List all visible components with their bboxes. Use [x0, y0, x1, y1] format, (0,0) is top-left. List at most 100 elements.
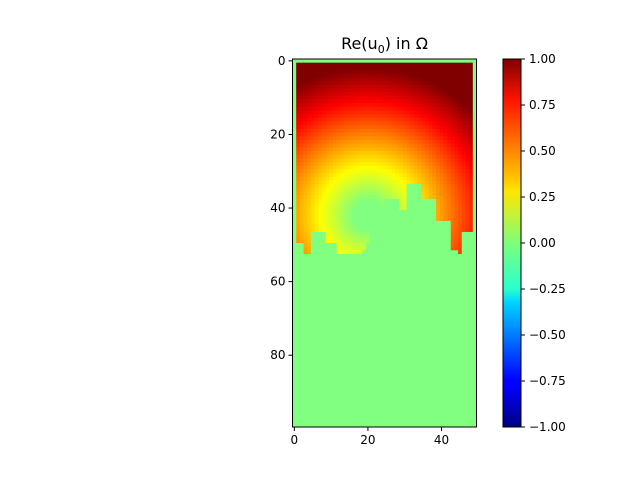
heatmap-cell: [362, 77, 367, 82]
heatmap-cell: [436, 147, 441, 152]
heatmap-cell: [318, 386, 323, 391]
heatmap-cell: [362, 198, 367, 203]
heatmap-cell: [321, 261, 327, 266]
heatmap-cell: [391, 246, 396, 251]
heatmap-cell: [299, 250, 304, 255]
heatmap-cell: [413, 283, 419, 288]
heatmap-cell: [391, 154, 396, 159]
heatmap-cell: [321, 59, 327, 64]
heatmap-cell: [424, 364, 430, 369]
heatmap-cell: [410, 213, 415, 218]
heatmap-cell: [380, 268, 385, 273]
heatmap-cell: [421, 62, 426, 67]
heatmap-cell: [355, 283, 360, 288]
heatmap-cell: [292, 180, 297, 185]
heatmap-cell: [336, 184, 341, 189]
heatmap-cell: [472, 379, 477, 384]
heatmap-cell: [310, 162, 315, 167]
heatmap-cell: [384, 412, 389, 417]
heatmap-cell: [461, 287, 466, 292]
heatmap-cell: [406, 239, 411, 244]
heatmap-cell: [388, 147, 393, 152]
heatmap-cell: [314, 99, 319, 104]
heatmap-cell: [439, 246, 444, 251]
heatmap-cell: [417, 268, 422, 273]
heatmap-cell: [436, 408, 441, 413]
heatmap-cell: [310, 217, 315, 222]
heatmap-cell: [299, 59, 304, 64]
heatmap-cell: [336, 331, 341, 336]
heatmap-cell: [432, 360, 437, 365]
heatmap-cell: [454, 335, 459, 340]
heatmap-cell: [469, 220, 474, 225]
heatmap-cell: [362, 73, 367, 78]
heatmap-cell: [461, 412, 466, 417]
heatmap-cell: [332, 268, 338, 273]
heatmap-cell: [344, 375, 349, 380]
heatmap-cell: [325, 412, 330, 417]
heatmap-cell: [436, 180, 441, 185]
heatmap-cell: [469, 408, 474, 413]
heatmap-cell: [307, 287, 312, 292]
heatmap-cell: [428, 88, 433, 93]
heatmap-cell: [329, 393, 334, 398]
heatmap-cell: [402, 338, 407, 343]
heatmap-cell: [336, 401, 341, 406]
heatmap-cell: [447, 173, 452, 178]
heatmap-cell: [329, 294, 334, 299]
heatmap-cell: [428, 338, 433, 343]
heatmap-cell: [347, 103, 352, 108]
heatmap-cell: [373, 261, 378, 266]
heatmap-cell: [332, 386, 338, 391]
heatmap-cell: [329, 132, 334, 137]
heatmap-cell: [443, 309, 448, 314]
heatmap-cell: [299, 283, 304, 288]
heatmap-cell: [355, 257, 360, 262]
heatmap-cell: [428, 84, 433, 89]
heatmap-cell: [417, 382, 422, 387]
heatmap-cell: [424, 412, 430, 417]
heatmap-cell: [292, 408, 297, 413]
heatmap-cell: [307, 250, 312, 255]
heatmap-cell: [366, 290, 371, 295]
heatmap-cell: [303, 195, 308, 200]
heatmap-cell: [325, 117, 330, 122]
heatmap-cell: [292, 309, 297, 314]
heatmap-cell: [299, 77, 304, 82]
heatmap-cell: [292, 158, 297, 163]
heatmap-cell: [296, 191, 301, 196]
heatmap-cell: [332, 327, 338, 332]
heatmap-cell: [366, 357, 371, 362]
heatmap-cell: [439, 198, 444, 203]
heatmap-cell: [424, 110, 430, 115]
heatmap-cell: [329, 423, 334, 428]
heatmap-cell: [410, 187, 415, 192]
heatmap-cell: [454, 121, 459, 126]
heatmap-cell: [303, 92, 308, 97]
heatmap-cell: [332, 419, 338, 424]
heatmap-cell: [355, 327, 360, 332]
heatmap-cell: [332, 162, 338, 167]
heatmap-cell: [299, 95, 304, 100]
heatmap-cell: [424, 209, 430, 214]
heatmap-cell: [428, 117, 433, 122]
heatmap-cell: [369, 287, 374, 292]
heatmap-cell: [299, 294, 304, 299]
heatmap-cell: [318, 88, 323, 93]
heatmap-cell: [325, 364, 330, 369]
heatmap-cell: [458, 169, 463, 174]
heatmap-cell: [318, 397, 323, 402]
heatmap-cell: [303, 290, 308, 295]
heatmap-cell: [314, 147, 319, 152]
heatmap-cell: [410, 239, 415, 244]
heatmap-cell: [351, 287, 356, 292]
heatmap-cell: [458, 136, 463, 141]
heatmap-cell: [436, 103, 441, 108]
heatmap-cell: [321, 342, 327, 347]
heatmap-cell: [402, 323, 407, 329]
heatmap-cell: [399, 70, 404, 75]
heatmap-cell: [358, 125, 363, 130]
heatmap-cell: [351, 99, 356, 104]
heatmap-cell: [355, 165, 360, 170]
heatmap-cell: [447, 220, 452, 225]
